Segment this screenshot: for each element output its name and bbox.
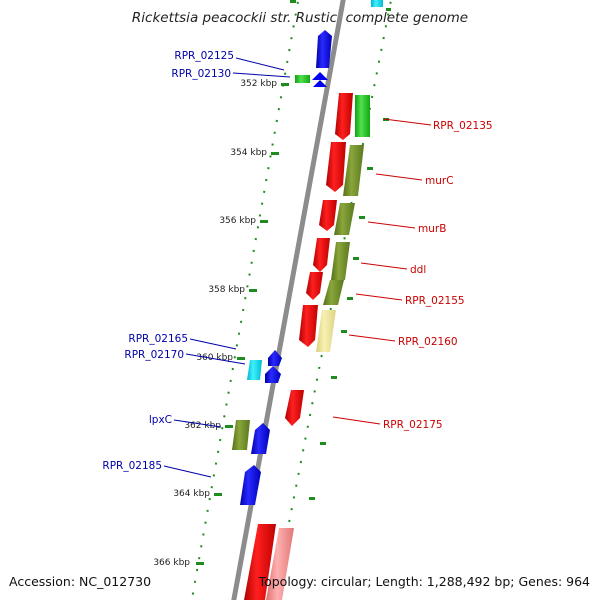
- label-text: RPR_02130: [171, 68, 231, 80]
- kbp-tick-352: 352 kbp: [240, 79, 289, 89]
- kbp-label: 364 kbp: [173, 489, 210, 499]
- label-text: RPR_02135: [433, 120, 493, 132]
- cds-lpxc[interactable]: [232, 420, 270, 454]
- label-rpr-02160[interactable]: RPR_02160: [348, 334, 458, 348]
- kbp-tick-364: 364 kbp: [173, 489, 222, 499]
- label-ddl[interactable]: ddl: [360, 262, 426, 276]
- label-rpr-02175[interactable]: RPR_02175: [332, 416, 443, 431]
- cds-rpr-02170[interactable]: [247, 360, 281, 383]
- label-lpxc[interactable]: lpxC: [149, 414, 222, 428]
- cds-rpr-02135[interactable]: [335, 93, 370, 140]
- label-rpr-02155[interactable]: RPR_02155: [355, 293, 465, 307]
- label-rpr-02165[interactable]: RPR_02165: [128, 333, 237, 350]
- cds-rpr-02160[interactable]: [299, 305, 336, 352]
- kbp-tick-354: 354 kbp: [230, 148, 279, 158]
- label-text: ddl: [410, 264, 426, 276]
- cds-bottom-partial: [244, 524, 294, 600]
- label-rpr-02170[interactable]: RPR_02170: [124, 349, 246, 365]
- label-text: RPR_02125: [174, 50, 234, 62]
- cds-murb[interactable]: [319, 200, 355, 235]
- kbp-tick-356: 356 kbp: [219, 216, 268, 226]
- accession-text: Accession: NC_012730: [9, 574, 152, 589]
- cds-rpr-02175[interactable]: [285, 390, 304, 426]
- kbp-label: 354 kbp: [230, 148, 267, 158]
- kbp-label: 358 kbp: [208, 285, 245, 295]
- genome-stats-text: Topology: circular; Length: 1,288,492 bp…: [258, 574, 590, 589]
- kbp-tick-360: 360 kbp: [196, 353, 245, 363]
- cds-rpr-02130[interactable]: [295, 72, 328, 87]
- label-text: lpxC: [149, 414, 172, 426]
- kbp-label: 356 kbp: [219, 216, 256, 226]
- inner-ruler-ring: [190, 0, 300, 600]
- label-murc[interactable]: murC: [375, 173, 454, 187]
- cds-rpr-02165[interactable]: [268, 350, 282, 366]
- kbp-label: 360 kbp: [196, 353, 233, 363]
- cds-rpr-02125[interactable]: [316, 30, 332, 68]
- label-rpr-02135[interactable]: RPR_02135: [383, 118, 493, 132]
- kbp-label: 352 kbp: [240, 79, 277, 89]
- label-murb[interactable]: murB: [367, 221, 446, 235]
- kbp-label: 362 kbp: [184, 421, 221, 431]
- label-text: murB: [418, 223, 446, 235]
- label-rpr-02125[interactable]: RPR_02125: [174, 50, 285, 71]
- kbp-tick-358: 358 kbp: [208, 285, 257, 295]
- partial-tick-top: [290, 0, 296, 3]
- label-text: RPR_02165: [128, 333, 188, 345]
- genome-backbone: [231, 0, 346, 600]
- map-title: Rickettsia peacockii str. Rustic, comple…: [131, 10, 469, 26]
- label-text: RPR_02155: [405, 295, 465, 307]
- kbp-label: 366 kbp: [153, 558, 190, 568]
- label-rpr-02130[interactable]: RPR_02130: [171, 68, 291, 80]
- cds-rpr-02185[interactable]: [240, 465, 261, 505]
- partial-cds-top: [371, 0, 383, 7]
- kbp-tick-362: 362 kbp: [184, 421, 233, 431]
- label-text: RPR_02185: [102, 460, 162, 472]
- cds-murc[interactable]: [326, 142, 364, 196]
- label-rpr-02185[interactable]: RPR_02185: [102, 460, 212, 478]
- label-text: murC: [425, 175, 454, 187]
- cds-rpr-02155[interactable]: [306, 272, 344, 305]
- label-text: RPR_02175: [383, 419, 443, 431]
- label-text: RPR_02170: [124, 349, 184, 361]
- cds-ddl[interactable]: [313, 238, 350, 280]
- label-text: RPR_02160: [398, 336, 458, 348]
- kbp-tick-366: 366 kbp: [153, 558, 204, 568]
